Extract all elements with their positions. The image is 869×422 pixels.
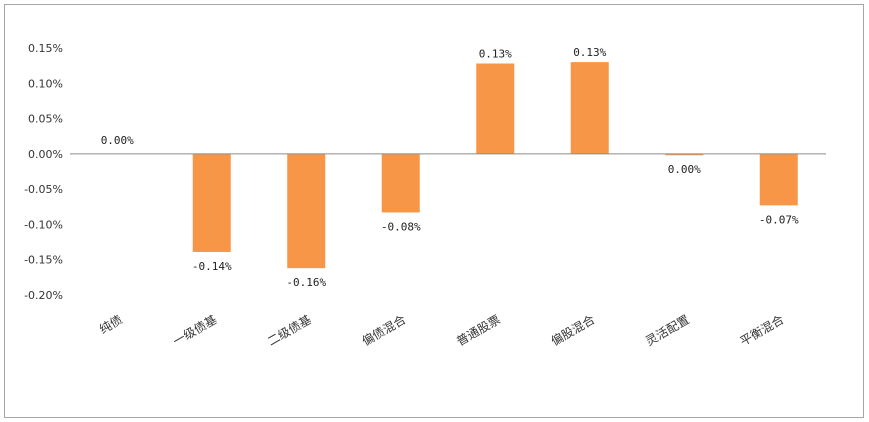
y-tick-label: -0.20% xyxy=(24,289,63,302)
bar xyxy=(759,153,798,206)
data-label: -0.08% xyxy=(381,220,421,233)
y-tick-label: 0.15% xyxy=(28,42,63,55)
chart-frame xyxy=(4,4,864,418)
bar xyxy=(381,153,420,213)
x-tick-label: 纯债 xyxy=(97,312,125,336)
data-label: -0.16% xyxy=(286,276,326,289)
y-tick-label: 0.00% xyxy=(28,148,63,161)
bar xyxy=(665,153,704,156)
x-tick-label: 普通股票 xyxy=(454,312,503,348)
x-tick-label: 偏股混合 xyxy=(548,312,597,349)
y-tick-label: -0.05% xyxy=(24,183,63,196)
y-tick-label: -0.10% xyxy=(24,218,63,231)
bar xyxy=(476,63,515,154)
x-tick-label: 二级债基 xyxy=(265,312,314,348)
y-tick-label: 0.05% xyxy=(28,113,63,126)
x-tick-label: 一级债基 xyxy=(171,312,220,348)
data-label: -0.14% xyxy=(192,260,232,273)
data-label: 0.13% xyxy=(573,46,606,59)
data-label: 0.00% xyxy=(668,163,701,176)
data-label: -0.07% xyxy=(759,213,799,226)
x-tick-label: 灵活配置 xyxy=(643,312,692,348)
data-label: 0.00% xyxy=(101,134,134,147)
y-tick-label: 0.10% xyxy=(28,77,63,90)
data-label: 0.13% xyxy=(479,48,512,61)
bar xyxy=(192,153,231,252)
x-tick-label: 平衡混合 xyxy=(737,312,786,349)
x-tick-label: 偏债混合 xyxy=(359,312,408,349)
bar xyxy=(287,153,326,269)
bar xyxy=(570,62,609,154)
y-tick-label: -0.15% xyxy=(24,254,63,267)
